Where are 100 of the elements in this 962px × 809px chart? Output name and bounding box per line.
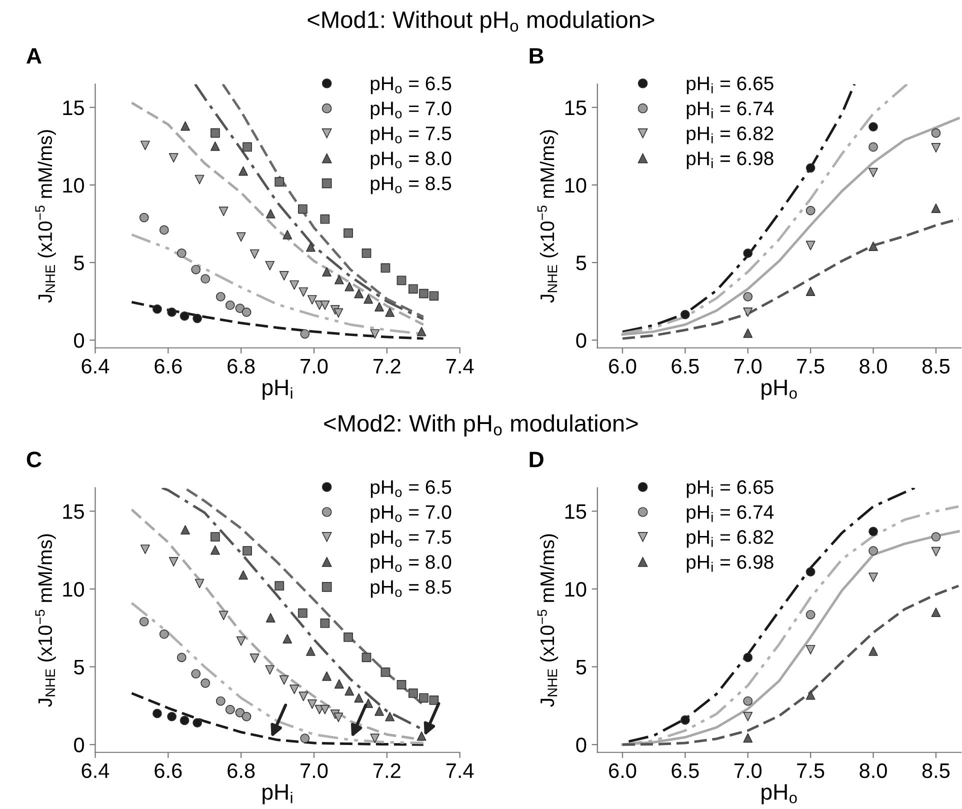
point [334,679,344,689]
y-tick-label: 5 [576,256,586,270]
point [274,177,284,187]
legend-label: pH$_{i}$ = 6.82 [686,530,774,548]
legend-label: pH$_{i}$ = 6.98 [686,555,774,573]
y-tick-label: 5 [576,660,586,675]
x-tick-label: 7.2 [374,358,400,374]
point [396,680,406,690]
x-tick-label: 6.5 [672,358,699,374]
point [380,668,390,677]
point [159,629,169,639]
text: C [26,452,42,468]
legend-label: pH$_{o}$ = 7.5 [370,126,452,144]
point [806,206,816,216]
point [320,618,330,628]
point [806,610,816,620]
point [680,715,690,725]
point [168,557,178,566]
point [242,546,252,556]
point [168,153,178,163]
point [176,652,186,662]
line-series [621,218,960,340]
point [290,280,300,290]
legend-label: pH$_{o}$ = 8.0 [370,555,452,573]
point [806,644,816,654]
legend-label: pH$_{o}$ = 8.0 [370,152,452,170]
point [282,634,292,644]
y-tick-label: 15 [565,504,586,519]
point [300,329,310,339]
point [242,712,252,722]
y-axis-title: J$_{NHE}$ (x10$^{−5}$ mM/ms) [35,534,56,707]
point [374,706,384,716]
point [159,225,169,235]
point [743,292,753,302]
legend-label: pH$_{o}$ = 7.0 [370,505,452,523]
x-axis-title: pH$_{o}$ [762,784,797,804]
point [140,544,150,554]
x-tick-label: 8.5 [922,763,950,778]
y-tick-label: 5 [74,660,84,675]
x-axis-title: pH$_{i}$ [262,784,292,804]
point [152,708,162,718]
point [180,525,190,535]
point [266,613,276,622]
point [320,214,330,224]
point [139,616,149,626]
line-series [621,584,960,746]
point [868,168,878,178]
point [868,572,878,582]
point [868,142,878,152]
point [192,314,202,324]
x-axis-title: pH$_{o}$ [762,380,797,400]
legend-label: pH$_{i}$ = 6.65 [686,480,774,498]
x-tick-label: 6.6 [154,763,182,778]
y-tick-label: 0 [74,333,84,348]
y-tick-label: 5 [74,256,84,270]
y-axis-title: J$_{NHE}$ (x10$^{−5}$ mM/ms) [537,130,558,303]
point [238,570,248,580]
x-axis-title: pH$_{i}$ [262,380,292,400]
chart-title: <Mod1: Without pH$_{o}$ modulation> [308,10,654,33]
legend-label: pH$_{o}$ = 8.5 [370,580,452,598]
point [416,326,426,336]
point [306,242,316,252]
point [242,307,252,317]
line-series [130,692,425,746]
point [279,271,289,280]
point [298,692,308,702]
point [419,693,428,703]
x-tick-label: 6.0 [609,763,636,778]
y-tick-label: 0 [576,333,586,348]
point [344,686,354,696]
line-series [130,300,425,340]
point [362,652,372,662]
text: B [530,48,544,64]
x-tick-label: 6.8 [228,763,255,778]
point [139,212,149,222]
x-tick-label: 7.5 [797,359,824,374]
point [210,532,220,542]
x-tick-label: 8.0 [860,763,887,778]
legend-label: pH$_{o}$ = 6.5 [370,76,452,94]
point [242,142,252,152]
point [344,228,353,238]
point [298,608,308,618]
point [354,693,364,703]
x-tick-label: 7.5 [797,764,824,778]
x-tick-label: 6.4 [82,763,110,778]
point [385,712,395,722]
point [416,731,426,741]
x-tick-label: 6.0 [609,358,636,374]
point [429,291,439,301]
point [300,734,310,744]
y-tick-label: 15 [63,100,84,116]
point [225,704,235,714]
point [216,292,226,302]
legend-label: pH$_{i}$ = 6.74 [686,102,774,120]
point [194,578,204,588]
point [419,288,428,298]
point [180,716,190,726]
point [279,675,289,685]
point [743,733,753,743]
point [743,696,753,706]
